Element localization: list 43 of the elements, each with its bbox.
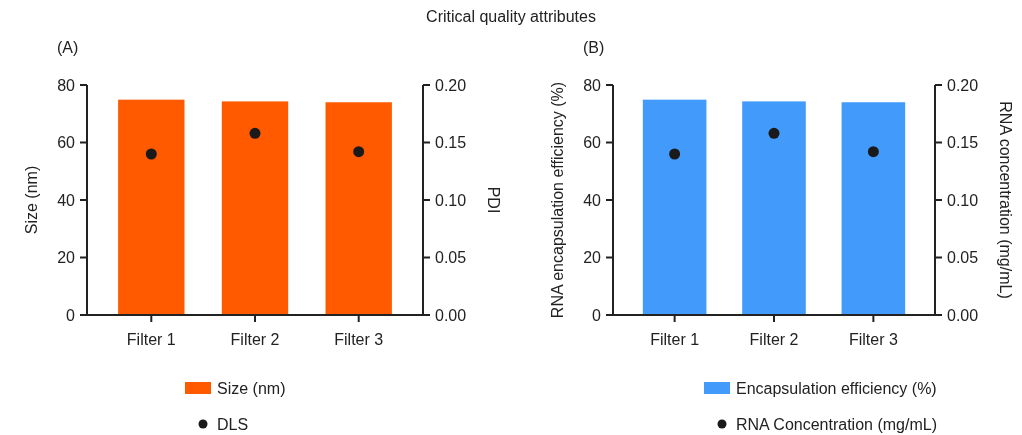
y2-tick-label: 0.20 [947,76,979,94]
y-tick-label: 40 [57,191,76,209]
y-tick-label: 20 [57,249,76,267]
y2-tick-label: 0.10 [435,191,467,209]
y-tick-label: 40 [583,191,602,209]
y2-tick-label: 0.15 [947,134,979,152]
y2-tick-label: 0.15 [435,134,467,152]
point [145,148,157,160]
y-axis-title: Size (nm) [23,165,40,235]
y2-tick-label: 0.00 [435,306,467,324]
point [249,127,261,139]
y2-tick-label: 0.05 [435,249,467,267]
y2-tick-label: 0.00 [947,306,979,324]
y2-axis-title: PDI [485,186,502,214]
y-tick-label: 60 [57,134,76,152]
y-tick-label: 80 [583,76,602,94]
text: Critical quality attributes [426,8,596,25]
x-tick-label: Filter 1 [650,331,700,348]
point [669,148,681,160]
y2-tick-label: 0.05 [947,249,979,267]
y-tick-label: 20 [583,249,602,267]
point [867,146,879,158]
y2-axis-title: RNA concentration (mg/mL) [997,101,1014,299]
text: (A) [57,39,79,56]
x-tick-label: Filter 3 [334,331,384,348]
y2-tick-label: 0.10 [947,191,979,209]
x-tick-label: Filter 2 [749,331,799,348]
text: (B) [583,39,605,56]
x-tick-label: Filter 2 [230,331,280,348]
legend-label: Encapsulation efficiency (%) [736,379,937,397]
x-tick-label: Filter 1 [126,331,176,348]
legend-label: Size (nm) [217,379,286,397]
x-tick-label: Filter 3 [848,331,898,348]
point [353,146,365,158]
y-tick-label: 80 [57,76,76,94]
point [768,127,780,139]
y-axis-title: RNA encapsulation efficiency (%) [549,81,566,319]
y2-tick-label: 0.20 [435,76,467,94]
y-tick-label: 0 [592,306,602,324]
legend-label: DLS [217,415,249,433]
y-tick-label: 0 [66,306,76,324]
y-tick-label: 60 [583,134,602,152]
legend-label: RNA Concentration (mg/mL) [736,415,937,433]
